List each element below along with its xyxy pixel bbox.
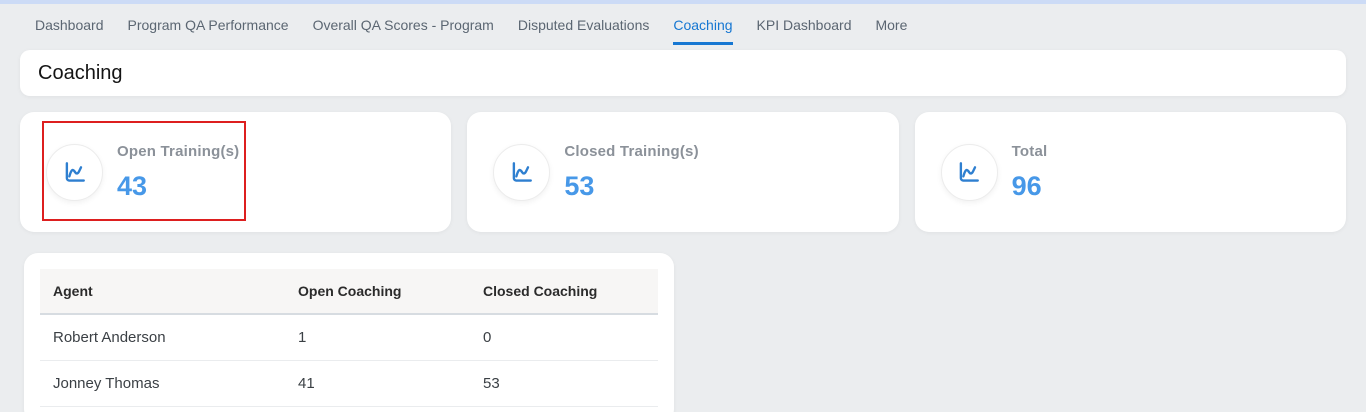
chart-line-icon — [959, 162, 980, 182]
table-row: Jonney Thomas 41 53 — [40, 360, 658, 407]
top-navigation: Dashboard Program QA Performance Overall… — [0, 4, 1366, 45]
chart-line-icon — [512, 162, 532, 182]
stat-text: Total 96 — [1012, 143, 1048, 202]
nav-tab-disputed-evaluations[interactable]: Disputed Evaluations — [517, 16, 650, 33]
stat-text: Open Training(s) 43 — [117, 143, 239, 202]
stat-icon-circle — [940, 143, 998, 201]
stat-card-closed-trainings: Closed Training(s) 53 — [467, 112, 899, 232]
stat-icon-circle — [46, 143, 103, 201]
nav-tab-kpi-dashboard[interactable]: KPI Dashboard — [756, 16, 852, 33]
stat-card-open-trainings: Open Training(s) 43 — [20, 112, 452, 232]
stat-icon-circle — [493, 143, 551, 201]
nav-tab-more[interactable]: More — [875, 16, 908, 33]
agent-name-cell: Jonney Thomas — [40, 360, 285, 407]
nav-tab-overall-qa-scores-program[interactable]: Overall QA Scores - Program — [312, 16, 494, 33]
closed-coaching-cell: 53 — [470, 360, 658, 407]
column-header-closed-coaching: Closed Coaching — [470, 269, 658, 315]
page-title: Coaching — [38, 61, 123, 84]
stat-card-total: Total 96 — [914, 112, 1346, 232]
nav-tab-coaching[interactable]: Coaching — [673, 4, 733, 45]
agent-name-cell: Robert Anderson — [40, 314, 285, 361]
stat-label: Closed Training(s) — [564, 142, 699, 160]
column-header-agent: Agent — [40, 269, 285, 315]
column-header-open-coaching: Open Coaching — [285, 269, 470, 315]
table-row: Robert Anderson 1 0 — [40, 314, 658, 361]
top-accent-strip — [0, 0, 1366, 4]
chart-line-icon — [65, 162, 85, 182]
stat-value: 43 — [117, 170, 148, 201]
stat-value: 53 — [564, 170, 595, 201]
stat-label: Total — [1011, 142, 1048, 160]
open-coaching-cell: 1 — [285, 314, 470, 361]
table-header-row: Agent Open Coaching Closed Coaching — [40, 269, 658, 315]
nav-tab-program-qa-performance[interactable]: Program QA Performance — [127, 16, 289, 33]
coaching-table-card: Agent Open Coaching Closed Coaching Robe… — [24, 253, 674, 412]
closed-coaching-cell: 0 — [470, 314, 658, 361]
nav-tab-dashboard[interactable]: Dashboard — [35, 16, 104, 33]
stat-value: 96 — [1011, 170, 1042, 201]
coaching-table: Agent Open Coaching Closed Coaching Robe… — [40, 269, 658, 407]
open-coaching-cell: 41 — [285, 360, 470, 407]
stat-label: Open Training(s) — [117, 142, 240, 160]
page-title-bar: Coaching — [20, 50, 1346, 96]
stats-row: Open Training(s) 43 Closed Training(s) 5… — [20, 112, 1346, 232]
stat-text: Closed Training(s) 53 — [564, 143, 698, 202]
